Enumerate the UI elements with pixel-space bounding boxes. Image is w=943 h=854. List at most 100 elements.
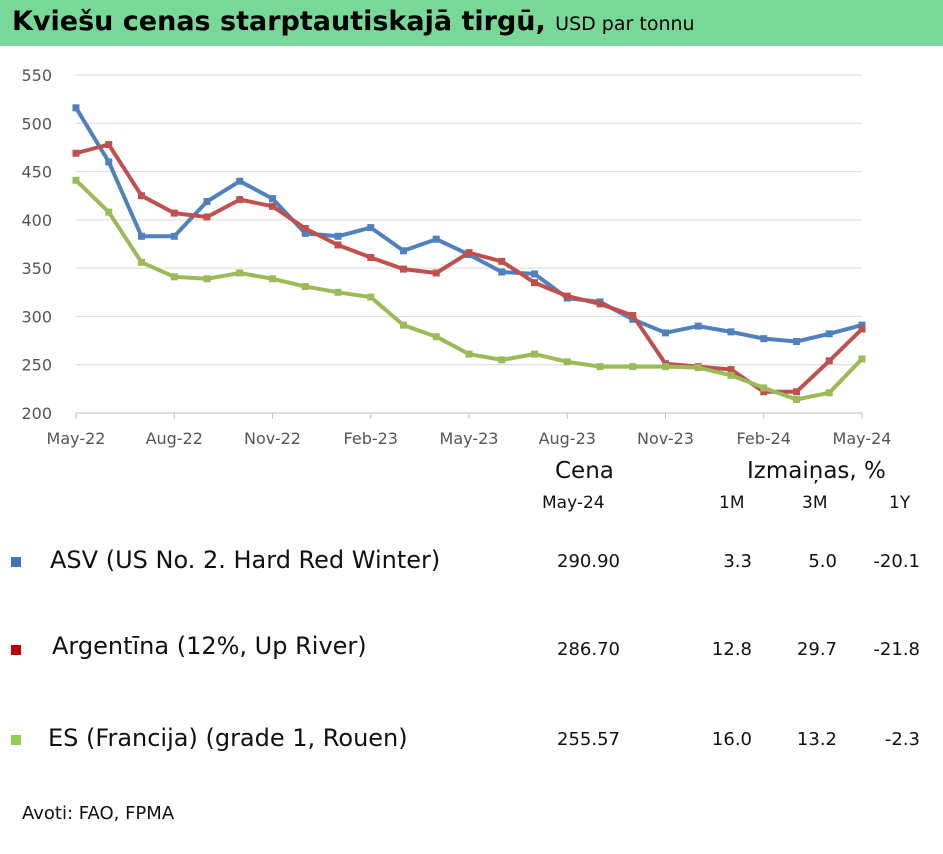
- point-asv-May-24: [858, 321, 866, 329]
- legend-marker-argentina: [11, 645, 21, 655]
- header-3m: 3M: [802, 493, 828, 513]
- point-es-Jan-23: [334, 288, 342, 296]
- point-es-Jun-22: [105, 208, 113, 216]
- point-es-Oct-22: [236, 269, 244, 277]
- point-asv-Dec-22: [301, 229, 309, 237]
- x-tick-label-May-22: May-22: [47, 429, 106, 448]
- point-asv-Nov-22: [269, 195, 276, 203]
- y-tick-label-450: 450: [21, 163, 52, 182]
- header-price: Cena: [555, 458, 614, 484]
- series-line-asv: [74, 106, 863, 344]
- point-argentina-May-23: [465, 249, 473, 257]
- y-tick-label-400: 400: [21, 211, 52, 230]
- header-change: Izmaiņas, %: [747, 458, 886, 484]
- point-es-Jun-23: [498, 356, 506, 364]
- x-tick-label-Nov-22: Nov-22: [244, 429, 301, 448]
- point-es-Aug-23: [563, 358, 571, 366]
- y-tick-label-550: 550: [21, 66, 52, 85]
- point-asv-Mar-23: [400, 247, 407, 255]
- point-es-Mar-24: [793, 395, 800, 403]
- point-asv-Dec-23: [694, 322, 702, 330]
- legend-label-argentina: Argentīna (12%, Up River): [52, 632, 367, 660]
- x-tick-label-May-23: May-23: [440, 429, 499, 448]
- point-es-Nov-22: [269, 275, 276, 283]
- x-tick-label-May-24: May-24: [833, 429, 892, 448]
- point-es-Oct-23: [629, 363, 637, 371]
- change-3m-argentina: 29.7: [796, 639, 837, 660]
- legend-marker-es: [11, 735, 21, 745]
- point-es-Apr-23: [432, 333, 440, 341]
- point-es-Aug-22: [170, 273, 178, 281]
- point-asv-Sep-22: [203, 198, 211, 206]
- point-asv-Jun-23: [498, 268, 506, 276]
- point-argentina-May-22: [72, 149, 80, 157]
- x-tick-label-Feb-23: Feb-23: [344, 429, 398, 448]
- point-argentina-Dec-22: [301, 225, 309, 233]
- point-asv-Oct-23: [629, 315, 637, 323]
- y-tick-label-250: 250: [21, 356, 52, 375]
- change-1m-es: 16.0: [711, 729, 752, 750]
- point-argentina-Feb-24: [760, 388, 768, 396]
- point-es-Mar-23: [400, 321, 407, 329]
- point-asv-Aug-22: [170, 232, 178, 240]
- point-es-Sep-22: [203, 275, 211, 283]
- point-argentina-Aug-22: [170, 209, 178, 217]
- point-asv-Oct-22: [236, 177, 244, 185]
- point-asv-Jul-22: [138, 232, 145, 240]
- point-asv-Jan-23: [334, 232, 342, 240]
- point-es-Dec-22: [301, 282, 309, 290]
- change-1y-es: -2.3: [884, 729, 920, 750]
- header-1m: 1M: [719, 493, 745, 513]
- legend-label-es: ES (Francija) (grade 1, Rouen): [48, 724, 408, 752]
- point-argentina-Aug-23: [563, 292, 571, 300]
- point-es-Feb-23: [367, 293, 375, 301]
- point-asv-Nov-23: [662, 329, 669, 337]
- point-asv-Feb-23: [367, 224, 375, 232]
- change-1m-argentina: 12.8: [711, 639, 752, 660]
- header-1y: 1Y: [889, 493, 911, 513]
- chart-subtitle: USD par tonnu: [555, 13, 695, 35]
- point-asv-Jun-22: [105, 158, 113, 166]
- y-tick-label-200: 200: [21, 404, 52, 423]
- point-es-Jul-22: [138, 258, 145, 266]
- point-es-Nov-23: [662, 363, 669, 371]
- point-argentina-Nov-22: [269, 202, 276, 210]
- source-note: Avoti: FAO, FPMA: [22, 803, 175, 824]
- point-es-Dec-23: [694, 364, 702, 372]
- point-argentina-Jul-22: [138, 192, 145, 200]
- point-argentina-Feb-23: [367, 254, 375, 262]
- y-tick-label-300: 300: [21, 307, 52, 326]
- point-argentina-Jan-24: [727, 366, 735, 374]
- point-es-Feb-24: [760, 384, 768, 392]
- x-tick-label-Feb-24: Feb-24: [737, 429, 791, 448]
- point-es-May-22: [72, 176, 80, 184]
- point-asv-Apr-24: [825, 330, 833, 338]
- x-tick-label-Aug-22: Aug-22: [146, 429, 203, 448]
- y-tick-label-350: 350: [21, 259, 52, 278]
- point-asv-Mar-24: [793, 338, 800, 346]
- change-1m-asv: 3.3: [723, 551, 752, 572]
- change-3m-asv: 5.0: [808, 551, 837, 572]
- price-asv: 290.90: [557, 551, 620, 572]
- chart-title: Kviešu cenas starptautiskajā tirgū, USD …: [12, 6, 695, 37]
- point-asv-Jan-24: [727, 328, 735, 336]
- x-tick-label-Nov-23: Nov-23: [637, 429, 694, 448]
- point-argentina-Sep-23: [596, 300, 604, 308]
- point-asv-May-22: [72, 104, 80, 112]
- point-argentina-Apr-24: [825, 357, 833, 365]
- point-es-Jan-24: [727, 371, 735, 379]
- point-argentina-Mar-24: [793, 388, 800, 396]
- change-3m-es: 13.2: [796, 729, 837, 750]
- y-tick-label-500: 500: [21, 114, 52, 133]
- point-argentina-Oct-23: [629, 311, 637, 319]
- change-1y-asv: -20.1: [873, 551, 920, 572]
- point-argentina-Apr-23: [432, 269, 440, 277]
- price-argentina: 286.70: [557, 639, 620, 660]
- point-argentina-Jan-23: [334, 241, 342, 249]
- point-asv-Apr-23: [432, 235, 440, 243]
- point-argentina-Mar-23: [400, 265, 407, 273]
- point-es-May-23: [465, 350, 473, 358]
- price-es: 255.57: [557, 729, 620, 750]
- legend-marker-asv: [11, 557, 21, 567]
- point-argentina-Sep-22: [203, 213, 211, 221]
